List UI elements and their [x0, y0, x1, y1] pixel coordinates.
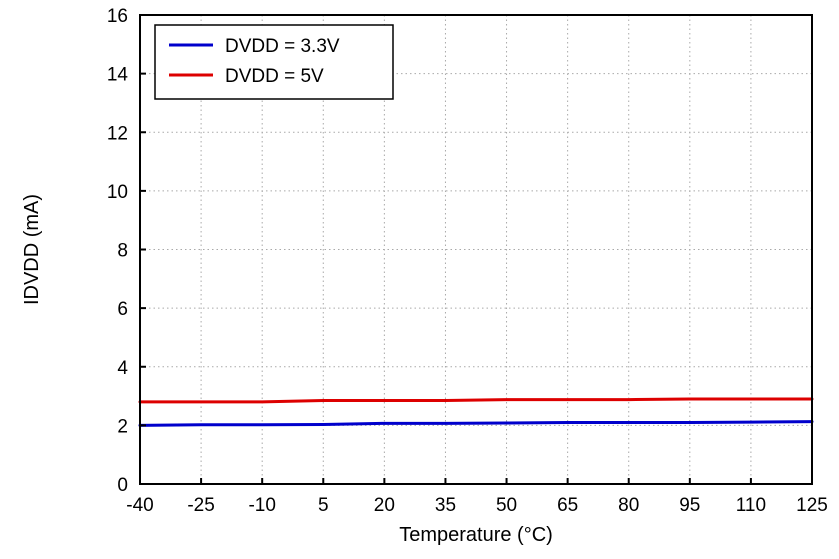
y-tick-label: 4	[117, 358, 128, 379]
x-tick-label: -25	[187, 495, 214, 516]
x-tick-label: 95	[679, 495, 700, 516]
x-tick-label: 110	[736, 495, 766, 516]
x-tick-label: 80	[618, 495, 639, 516]
series-line-1	[138, 397, 814, 404]
x-axis-label: Temperature (°C)	[399, 524, 553, 546]
x-tick-label: 35	[435, 495, 456, 516]
series-line-0	[138, 420, 814, 427]
x-tick-label: 65	[557, 495, 578, 516]
y-tick-label: 16	[107, 6, 128, 27]
x-tick-label: 50	[496, 495, 517, 516]
y-axis-label: IDVDD (mA)	[21, 194, 43, 305]
y-tick-label: 10	[107, 182, 128, 203]
legend-entry-label-0: DVDD = 3.3V	[225, 36, 340, 57]
y-tick-label: 14	[107, 65, 129, 86]
x-tick-label: 5	[318, 495, 329, 516]
x-tick-label: -40	[126, 495, 153, 516]
y-tick-label: 8	[117, 241, 128, 262]
x-tick-label: 125	[796, 495, 828, 516]
y-tick-label: 6	[117, 299, 128, 320]
x-tick-label: 20	[374, 495, 395, 516]
y-tick-label: 0	[117, 475, 128, 496]
legend: DVDD = 3.3V DVDD = 5V	[154, 24, 394, 100]
x-tick-label: -10	[248, 495, 275, 516]
legend-entry-label-1: DVDD = 5V	[225, 66, 324, 87]
y-tick-label: 2	[117, 416, 128, 437]
y-tick-label: 12	[107, 123, 128, 144]
legend-box	[154, 24, 394, 100]
